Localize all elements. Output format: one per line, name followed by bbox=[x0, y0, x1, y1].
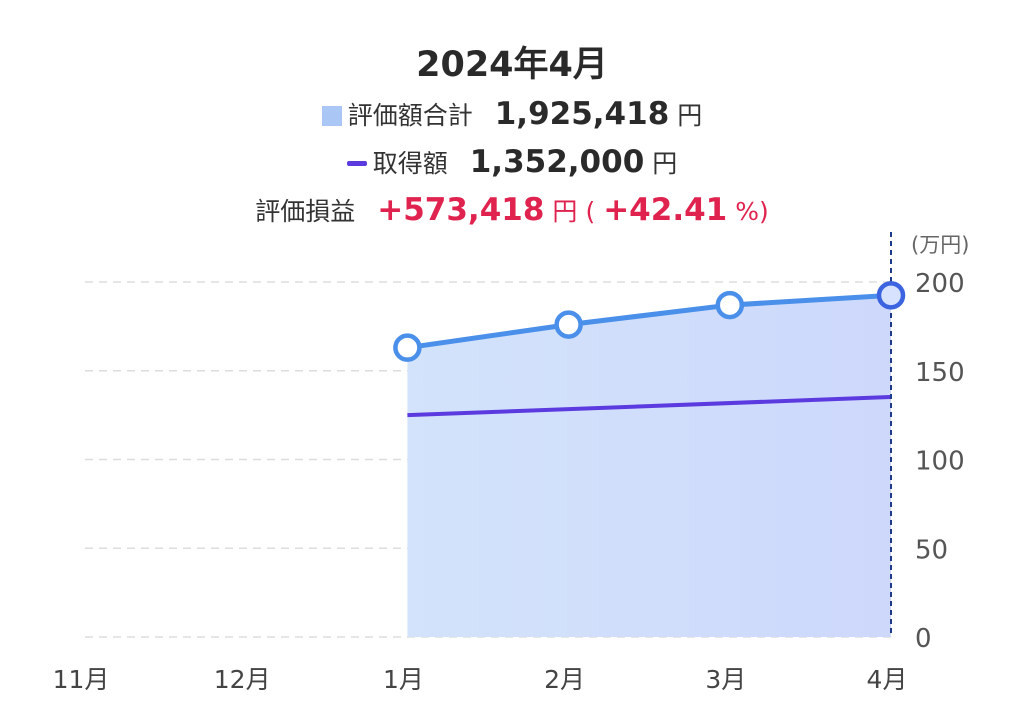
valuation-point bbox=[393, 333, 422, 362]
valuation-point bbox=[554, 310, 583, 339]
y-tick-label: 150 bbox=[915, 358, 965, 388]
profit-loss-percent-unit: %) bbox=[735, 197, 769, 226]
profit-loss-percent: +42.41 bbox=[603, 192, 728, 228]
y-tick-label: 100 bbox=[915, 447, 965, 477]
cost-value: 1,352,000 bbox=[469, 144, 645, 180]
x-tick-label: 2月 bbox=[544, 665, 585, 694]
cost-line bbox=[407, 395, 892, 418]
x-tick-label: 12月 bbox=[214, 665, 271, 694]
cost-label: 取得額 bbox=[372, 149, 448, 178]
valuation-line bbox=[407, 292, 892, 351]
cost-legend-swatch bbox=[346, 161, 367, 166]
x-tick-label: 3月 bbox=[705, 665, 746, 694]
profit-loss-label: 評価損益 bbox=[255, 197, 356, 226]
y-tick-label: 50 bbox=[915, 535, 948, 565]
valuation-point bbox=[715, 290, 745, 320]
valuation-legend-swatch bbox=[321, 106, 342, 126]
profit-loss-paren: ( bbox=[585, 197, 596, 226]
y-unit-label: (万円) bbox=[911, 233, 969, 257]
x-tick-label: 11月 bbox=[53, 665, 110, 694]
valuation-value: 1,925,418 bbox=[494, 96, 670, 132]
x-tick-label: 4月 bbox=[867, 665, 908, 694]
x-tick-label: 1月 bbox=[383, 665, 424, 694]
profit-loss-unit: 円 bbox=[552, 197, 578, 226]
valuation-unit: 円 bbox=[677, 101, 703, 130]
cost-unit: 円 bbox=[652, 149, 678, 178]
profit-loss-value: +573,418 bbox=[377, 192, 545, 228]
y-tick-label: 200 bbox=[915, 269, 965, 299]
valuation-label: 評価額合計 bbox=[347, 101, 473, 130]
profit-loss-summary: 評価損益 +573,418 円(+42.41%) bbox=[0, 192, 1024, 228]
valuation-summary: 評価額合計 1,925,418 円 bbox=[0, 96, 1024, 132]
cost-summary: 取得額 1,352,000 円 bbox=[0, 144, 1024, 180]
valuation-area bbox=[407, 295, 891, 637]
y-tick-label: 0 bbox=[915, 624, 932, 654]
chart-title: 2024年4月 bbox=[416, 45, 608, 85]
valuation-point-selected bbox=[876, 281, 906, 310]
